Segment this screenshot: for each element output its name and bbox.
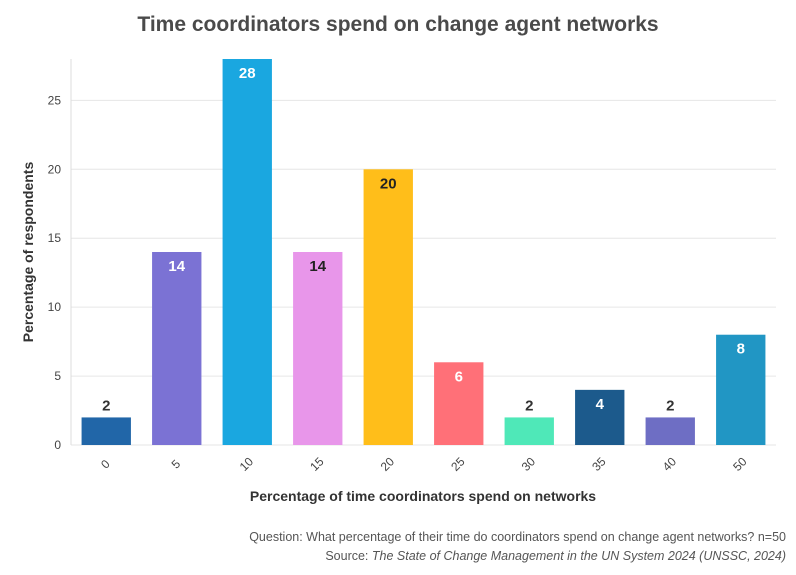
x-tick-label: 35	[589, 454, 609, 474]
footer-question: Question: What percentage of their time …	[249, 530, 786, 544]
bar	[716, 334, 766, 445]
x-tick-label: 0	[98, 457, 113, 472]
y-tick-label: 10	[48, 300, 62, 314]
bar	[222, 59, 272, 445]
bar	[293, 252, 343, 445]
y-tick-label: 5	[54, 369, 61, 383]
y-tick-label: 20	[48, 162, 62, 176]
y-tick-label: 15	[48, 231, 62, 245]
source-title: The State of Change Management in the UN…	[371, 549, 786, 563]
x-axis-title: Percentage of time coordinators spend on…	[250, 488, 596, 504]
bar	[504, 417, 554, 445]
x-tick-label: 5	[169, 457, 184, 472]
footer-source: Source: The State of Change Management i…	[325, 549, 786, 563]
bar-value-label: 2	[666, 397, 674, 414]
bar-value-label: 6	[455, 368, 463, 385]
x-tick-label: 40	[660, 454, 680, 474]
x-tick-label: 20	[378, 454, 398, 474]
y-tick-label: 25	[48, 93, 62, 107]
y-axis-title: Percentage of respondents	[20, 162, 36, 343]
bar-chart: Time coordinators spend on change agent …	[20, 13, 776, 504]
x-tick-label: 10	[237, 454, 257, 474]
bar-value-label: 14	[168, 258, 185, 275]
bar	[434, 362, 484, 445]
bar-value-label: 28	[239, 65, 256, 82]
bar-value-label: 20	[380, 175, 397, 192]
bar	[152, 252, 202, 445]
bar-value-label: 14	[309, 258, 326, 275]
x-tick-label: 15	[307, 454, 327, 474]
bar-value-label: 8	[737, 341, 745, 358]
x-tick-label: 30	[519, 454, 539, 474]
y-axis-ticks: 0 5 10 15 20 25	[48, 93, 62, 452]
bar-value-label: 2	[525, 397, 533, 414]
x-tick-label: 25	[448, 454, 468, 474]
bar	[363, 169, 413, 446]
chart-title: Time coordinators spend on change agent …	[137, 13, 658, 36]
x-axis-ticks: 0 5 10 15 20 25 30 35 40 50	[98, 454, 750, 474]
bar	[645, 417, 695, 445]
bar-value-label: 2	[102, 397, 110, 414]
bar	[81, 417, 131, 445]
x-tick-label: 50	[730, 454, 750, 474]
y-tick-label: 0	[54, 438, 61, 452]
source-prefix: Source:	[325, 549, 372, 563]
bar-value-label: 4	[596, 396, 605, 413]
bar	[575, 389, 625, 445]
